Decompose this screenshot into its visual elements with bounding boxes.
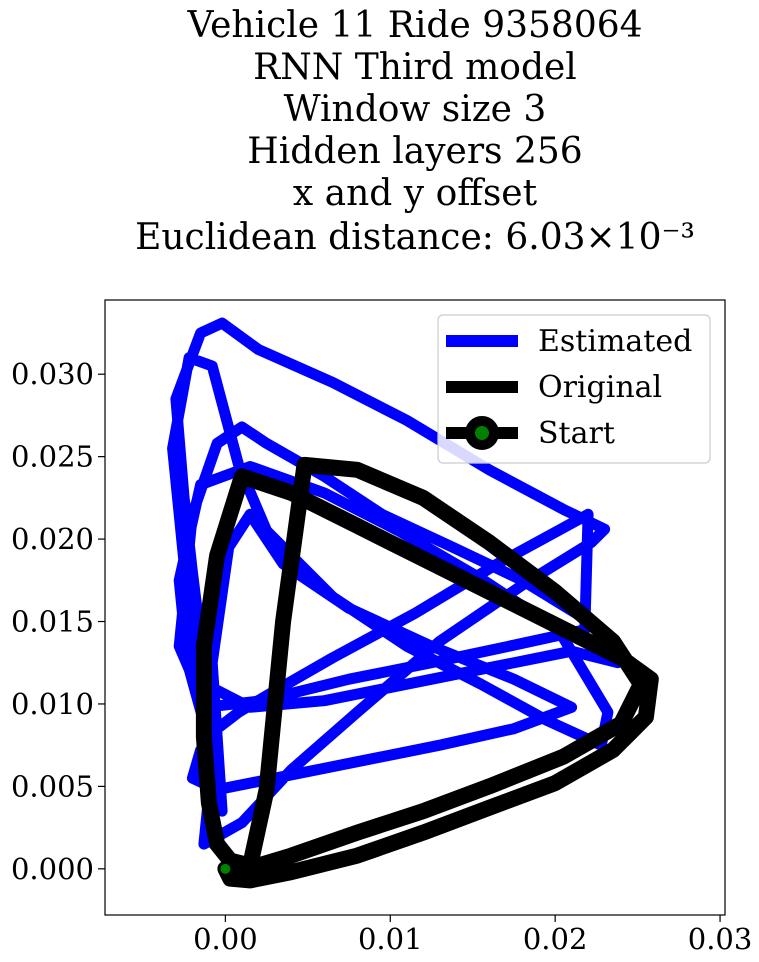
x-axis: 0.00 0.01 0.02 0.03 (193, 915, 752, 956)
legend: Estimated Original Start (437, 314, 711, 464)
y-tick-label: 0.030 (11, 357, 94, 391)
x-tick-label: 0.00 (193, 922, 258, 956)
y-axis: 0.000 0.005 0.010 0.015 0.020 0.025 0.030 (11, 357, 105, 886)
y-tick-label: 0.025 (11, 440, 94, 474)
y-tick-label: 0.020 (11, 522, 94, 556)
x-tick-label: 0.02 (523, 922, 588, 956)
y-tick-label: 0.015 (11, 605, 94, 639)
legend-label-estimated: Estimated (538, 324, 692, 359)
plot-frame (104, 299, 726, 916)
y-tick-label: 0.005 (11, 769, 94, 803)
legend-box (437, 314, 711, 464)
legend-label-start: Start (538, 416, 615, 451)
series-original-line (195, 456, 659, 889)
series-layer (167, 317, 659, 889)
title-line-5: x and y offset (293, 173, 538, 214)
title-line-1: Vehicle 11 Ride 9358064 (186, 5, 642, 46)
title-line-6: Euclidean distance: 6.03×10⁻³ (135, 217, 695, 258)
y-tick-label: 0.000 (11, 852, 94, 886)
legend-swatch-start-marker (465, 416, 499, 450)
title-line-2: RNN Third model (253, 47, 577, 88)
x-tick-label: 0.03 (688, 922, 753, 956)
title-line-3: Window size 3 (284, 89, 547, 130)
legend-label-original: Original (538, 370, 662, 405)
start-point-marker (220, 863, 231, 874)
y-tick-label: 0.010 (11, 687, 94, 721)
title-line-4: Hidden layers 256 (247, 131, 582, 172)
x-tick-label: 0.01 (358, 922, 423, 956)
chart-title: Vehicle 11 Ride 9358064 RNN Third model … (135, 5, 695, 258)
